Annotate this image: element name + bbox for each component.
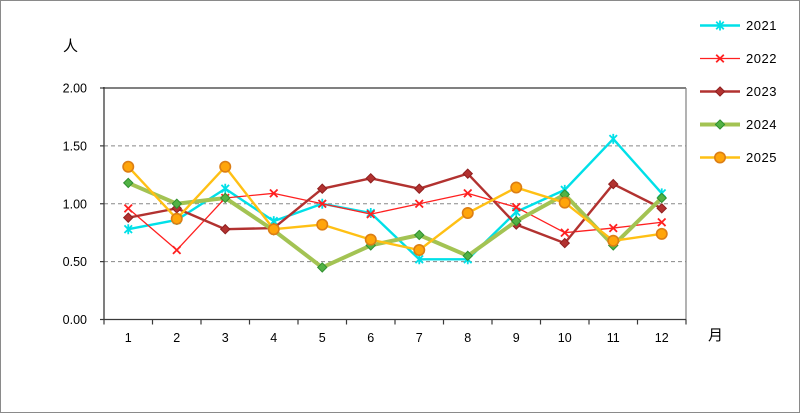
legend-marker-diamond-icon (714, 86, 726, 97)
legend-item-2025: 2025 (699, 150, 797, 165)
series-line-2023 (127, 172, 663, 245)
marker-x (511, 202, 521, 212)
marker-asterisk (608, 133, 618, 144)
marker-diamond (413, 183, 425, 195)
x-tick-label: 1 (125, 331, 132, 345)
marker-diamond (122, 212, 134, 223)
marker-x (317, 199, 327, 209)
marker-diamond (316, 183, 328, 195)
marker-x (123, 203, 133, 213)
marker-circle (510, 181, 523, 194)
x-tick-label: 8 (464, 331, 471, 345)
x-tick-label: 12 (655, 331, 669, 345)
x-tick-label: 7 (416, 331, 423, 345)
marker-x (269, 188, 279, 198)
legend-item-2021: 2021 (699, 18, 797, 33)
marker-diamond (122, 177, 134, 189)
marker-circle (122, 160, 135, 173)
series-line-2024 (126, 180, 664, 270)
marker-x (608, 223, 618, 233)
marker-circle (655, 227, 668, 240)
x-tick-label: 5 (319, 331, 326, 345)
marker-circle (461, 207, 474, 220)
marker-diamond (219, 192, 231, 204)
marker-diamond (656, 203, 668, 214)
marker-diamond (171, 198, 183, 210)
series-line-2021 (127, 137, 663, 261)
legend-item-2024: 2024 (699, 117, 797, 132)
series-line-2025 (127, 165, 663, 252)
legend-marker-asterisk-icon (715, 20, 725, 31)
marker-circle (558, 196, 571, 209)
marker-circle (413, 244, 426, 257)
marker-diamond (316, 262, 328, 273)
marker-circle (364, 233, 377, 246)
marker-circle (219, 160, 232, 173)
marker-diamond (510, 215, 522, 227)
marker-x (463, 188, 473, 198)
y-tick-label: 1.00 (63, 197, 87, 211)
marker-asterisk (123, 224, 133, 235)
legend-marker-diamond-icon (714, 119, 726, 130)
y-tick-label: 1.50 (63, 139, 87, 153)
legend-item-2023: 2023 (699, 84, 797, 99)
y-axis-title: 人 (63, 38, 79, 55)
legend-label: 2025 (746, 150, 777, 165)
marker-diamond (462, 250, 474, 262)
marker-x (560, 228, 570, 238)
marker-circle (607, 234, 620, 247)
marker-diamond (607, 178, 619, 190)
x-tick-label: 2 (173, 331, 180, 345)
marker-diamond (559, 237, 571, 249)
legend-label: 2024 (746, 117, 777, 132)
marker-diamond (462, 168, 474, 179)
legend-swatch-2023 (700, 86, 740, 97)
x-tick-label: 9 (513, 331, 520, 345)
marker-x (657, 217, 667, 227)
x-tick-label: 10 (558, 331, 572, 345)
y-tick-label: 0.50 (63, 255, 87, 269)
x-axis-title: 月 (708, 327, 724, 344)
legend-label: 2022 (746, 51, 777, 66)
marker-circle (267, 223, 280, 236)
legend: 2021 2022 2023 2024 2025 (699, 18, 797, 183)
marker-asterisk (220, 183, 230, 194)
marker-diamond (656, 192, 668, 204)
marker-x (414, 199, 424, 209)
y-tick-label: 2.00 (63, 82, 87, 96)
x-tick-label: 6 (367, 331, 374, 345)
legend-label: 2023 (746, 84, 777, 99)
legend-item-2022: 2022 (699, 51, 797, 66)
legend-swatch-2025 (700, 151, 740, 164)
marker-diamond (219, 223, 231, 235)
x-tick-label: 4 (270, 331, 277, 345)
legend-marker-x-icon (715, 54, 725, 63)
marker-x (366, 209, 376, 219)
legend-label: 2021 (746, 18, 777, 33)
marker-diamond (365, 172, 377, 184)
y-tick-label: 0.00 (63, 313, 87, 327)
legend-marker-circle-icon (714, 151, 726, 164)
legend-swatch-2024 (700, 119, 740, 130)
legend-swatch-2022 (700, 54, 740, 63)
marker-diamond (413, 229, 425, 241)
marker-x (172, 245, 182, 255)
legend-swatch-2021 (700, 20, 740, 31)
x-tick-label: 3 (222, 331, 229, 345)
marker-circle (170, 212, 183, 225)
marker-circle (316, 218, 329, 231)
x-tick-label: 11 (607, 331, 620, 345)
